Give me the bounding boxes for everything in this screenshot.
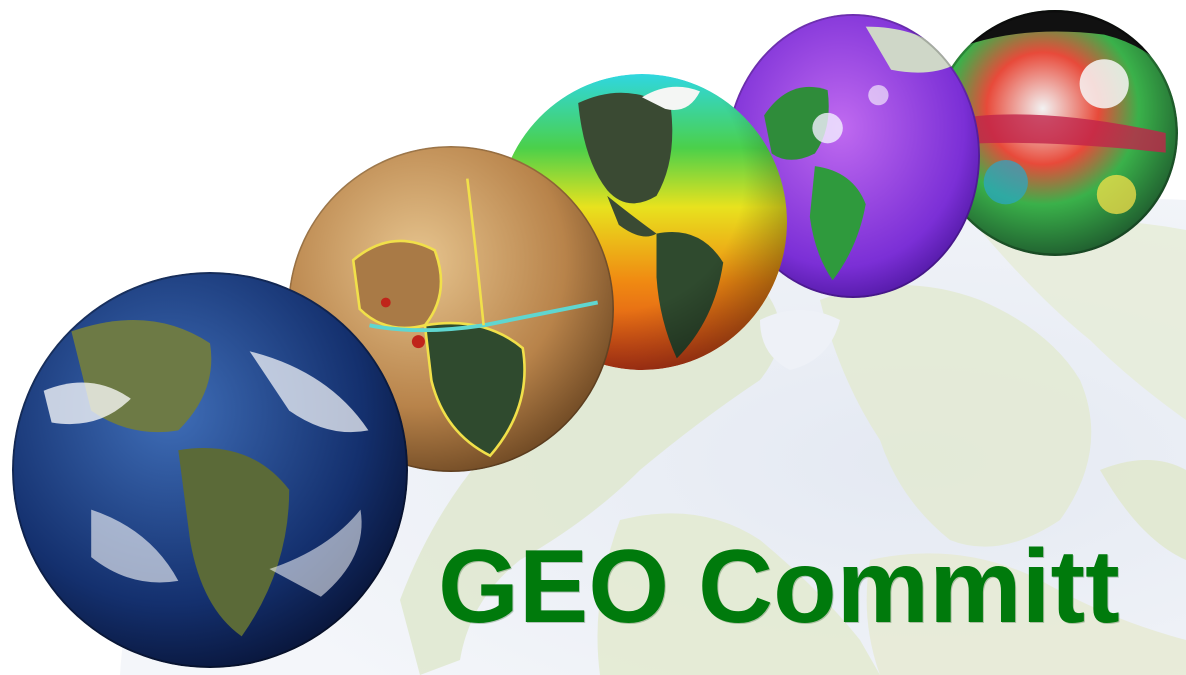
ocean-currents-globe [726,14,980,298]
sea-level-anomaly-globe [932,10,1178,256]
satellite-earth-globe [12,272,408,668]
slide-title: GEO Committ [438,529,1120,645]
